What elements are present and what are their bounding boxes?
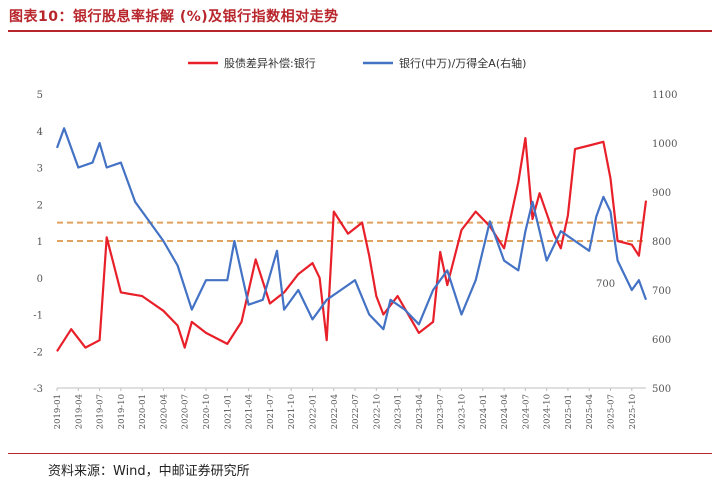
x-tick-label: 2025-04: [585, 394, 595, 429]
x-tick-label: 2022-01: [308, 394, 318, 429]
x-tick-label: 2022-04: [330, 394, 340, 429]
x-tick-label: 2023-07: [436, 394, 446, 429]
y-right-tick-label: 800: [652, 237, 671, 248]
x-tick-label: 2024-07: [521, 394, 531, 429]
x-tick-label: 2021-01: [223, 394, 233, 429]
series-line-red: [56, 136, 648, 352]
y-left-tick-label: -1: [33, 311, 43, 322]
y-right-tick-label: 500: [652, 384, 671, 395]
x-tick-label: 2024-01: [479, 394, 489, 429]
x-tick-label: 2020-10: [202, 394, 212, 429]
title-underline: [8, 30, 712, 32]
annotation-label: 700: [596, 279, 615, 290]
dual-axis-line-chart: 股债差异补偿:银行 银行(中万)/万得全A(右轴) 5 4 3 2 1 0 -1 -2 -3 110…: [33, 56, 677, 429]
legend-label: 股债差异补偿:银行: [224, 56, 316, 70]
x-tick-label: 2021-10: [287, 394, 297, 429]
x-tick-label: 2024-10: [543, 394, 553, 429]
y-left-tick-label: -3: [33, 384, 43, 395]
y-right-tick-label: 900: [652, 188, 671, 199]
x-tick-label: 2021-04: [245, 394, 255, 429]
y-left-tick-label: 3: [37, 164, 43, 175]
x-tick-label: 2019-01: [53, 394, 63, 429]
x-tick-label: 2024-04: [500, 394, 510, 429]
x-tick-label: 2019-04: [74, 394, 84, 429]
x-tick-label: 2020-07: [181, 394, 191, 429]
y-left-tick-label: 1: [37, 237, 43, 248]
y-right-tick-label: 700: [652, 286, 671, 297]
plot-area: 700: [55, 127, 648, 352]
x-tick-label: 2023-01: [394, 394, 404, 429]
x-tick-label: 2025-10: [628, 394, 638, 429]
x-tick-label: 2023-10: [457, 394, 467, 429]
y-left-tick-label: 5: [37, 90, 43, 101]
x-tick-label: 2020-04: [159, 394, 169, 429]
chart-title: 图表10：银行股息率拆解 (%)及银行指数相对走势: [9, 9, 339, 25]
x-tick-label: 2021-07: [266, 394, 276, 429]
chart-legend: 股债差异补偿:银行 银行(中万)/万得全A(右轴): [188, 56, 526, 70]
source-note: 资料来源：Wind，中邮证券研究所: [48, 464, 250, 479]
x-tick-label: 2022-07: [351, 394, 361, 429]
x-tick-label: 2023-04: [415, 394, 425, 429]
x-tick-label: 2019-10: [117, 394, 127, 429]
y-right-tick-label: 600: [652, 335, 671, 346]
y-right-tick-label: 1000: [652, 139, 677, 150]
y-right-tick-label: 1100: [652, 90, 677, 101]
y-left-tick-label: 4: [37, 127, 43, 138]
y-left-tick-label: 2: [37, 200, 43, 211]
x-tick-label: 2020-01: [138, 394, 148, 429]
chart-axes: 5 4 3 2 1 0 -1 -2 -3 1100 1000 900 800 700 600 500 2019-…: [33, 90, 677, 429]
series-line-blue: [55, 127, 648, 331]
x-tick-label: 2025-07: [607, 394, 617, 429]
y-left-tick-label: 0: [37, 274, 43, 285]
title-bar: 图表10：银行股息率拆解 (%)及银行指数相对走势: [0, 0, 720, 30]
footer-rule: [8, 453, 712, 454]
legend-label: 银行(中万)/万得全A(右轴): [399, 56, 526, 70]
x-tick-label: 2025-01: [564, 394, 574, 429]
x-tick-label: 2022-10: [372, 394, 382, 429]
x-tick-label: 2019-07: [96, 394, 106, 429]
y-left-tick-label: -2: [33, 347, 43, 358]
